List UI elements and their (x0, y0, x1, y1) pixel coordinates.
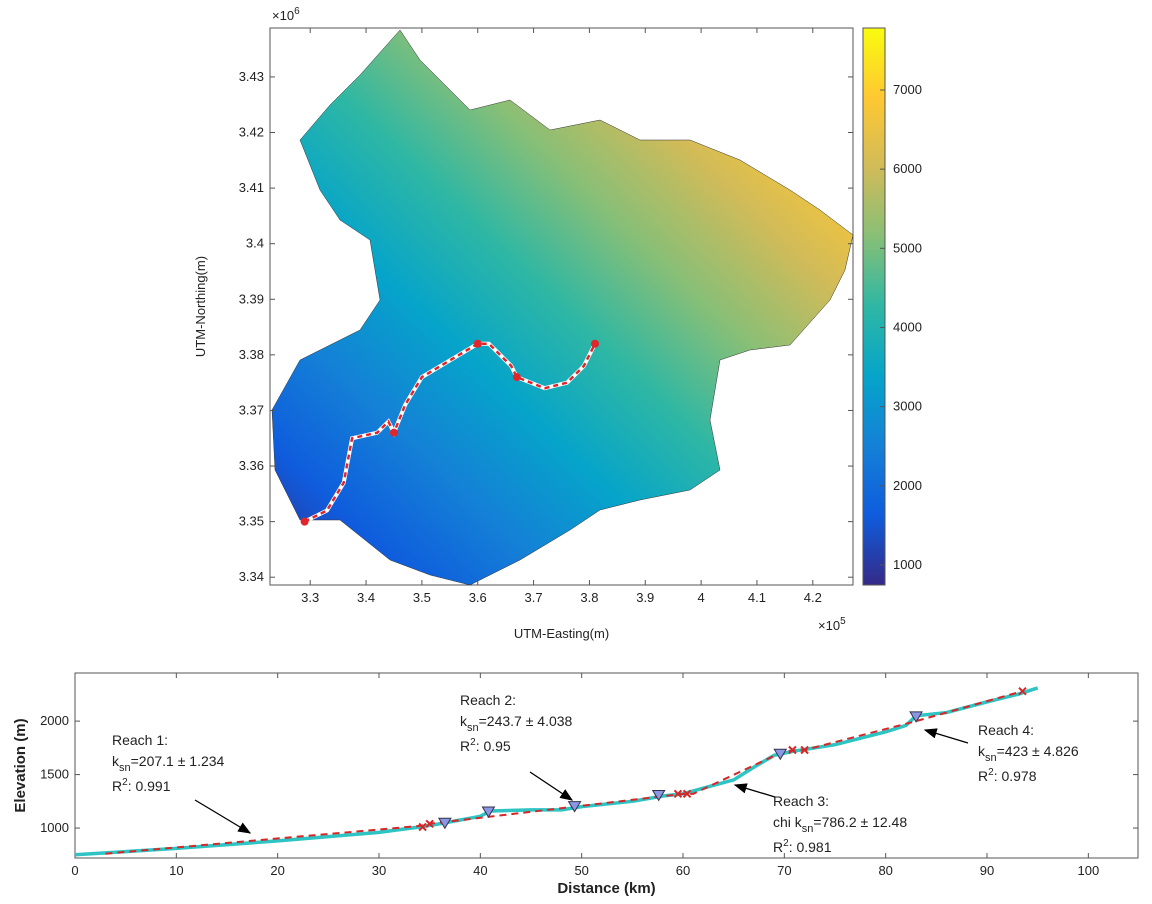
axis-scale-exponent: 5 (840, 616, 846, 627)
annotation-r2: R2: 0.978 (978, 767, 1037, 784)
x-tick-label: 3.6 (469, 590, 487, 605)
x-tick-label: 30 (372, 863, 386, 878)
annotation-title: Reach 2: (460, 692, 516, 708)
y-tick-label: 3.34 (239, 569, 264, 584)
y-tick-label: 1500 (40, 767, 69, 782)
axis-scale-label: ×106 (272, 6, 300, 23)
axis-scale-base: ×10 (272, 8, 294, 23)
y-tick-label: 3.41 (239, 180, 264, 195)
profile-frame (75, 673, 1138, 858)
ksn-value: =207.1 ± 1.234 (131, 753, 225, 769)
y-tick-label: 2000 (40, 713, 69, 728)
r2-value: : 0.981 (789, 839, 832, 855)
y-axis-label: Elevation (m) (12, 718, 29, 812)
r2-prefix: R (978, 768, 988, 784)
ksn-value: =786.2 ± 12.48 (813, 814, 907, 830)
x-tick-label: 4 (697, 590, 704, 605)
x-tick-label: 3.3 (301, 590, 319, 605)
ksn-sub: sn (802, 823, 814, 835)
x-tick-label: 3.8 (580, 590, 598, 605)
x-tick-label: 3.4 (357, 590, 375, 605)
page: 3.3 3.4 3.5 3.6 3.7 3.8 3.9 4 4.1 4.2 3.34 3.35 3.36… (0, 0, 1152, 904)
x-tick-label: 80 (878, 863, 892, 878)
colorbar-tick-label: 4000 (893, 319, 922, 334)
annotation-title: Reach 3: (773, 793, 829, 809)
r2-value: : 0.95 (476, 738, 511, 754)
ksn-prefix: chi k (773, 814, 803, 830)
annotation-title: Reach 4: (978, 722, 1034, 738)
x-tick-label: 10 (169, 863, 183, 878)
river-marker (474, 340, 482, 348)
y-tick-label: 1000 (40, 820, 69, 835)
r2-prefix: R (773, 839, 783, 855)
y-tick-label: 3.43 (239, 69, 264, 84)
x-tick-label: 4.2 (804, 590, 822, 605)
y-tick-label: 3.38 (239, 347, 264, 362)
colorbar (863, 28, 885, 585)
annotation-r2: R2: 0.95 (460, 737, 511, 754)
ksn-value: =243.7 ± 4.038 (479, 713, 573, 729)
axis-scale-exponent: 6 (294, 6, 300, 17)
y-tick-label: 3.39 (239, 291, 264, 306)
colorbar-tick-label: 6000 (893, 161, 922, 176)
r2-prefix: R (460, 738, 470, 754)
x-axis-label: Distance (km) (557, 880, 655, 897)
x-axis-label: UTM-Easting(m) (514, 626, 609, 641)
axis-scale-label: ×105 (818, 616, 846, 633)
x-tick-label: 20 (270, 863, 284, 878)
colorbar-tick-label: 5000 (893, 240, 922, 255)
river-marker (591, 340, 599, 348)
x-tick-label: 4.1 (748, 590, 766, 605)
figure: 3.3 3.4 3.5 3.6 3.7 3.8 3.9 4 4.1 4.2 3.34 3.35 3.36… (0, 0, 1152, 904)
axis-scale-base: ×10 (818, 618, 840, 633)
river-marker (513, 373, 521, 381)
x-tick-label: 40 (473, 863, 487, 878)
colorbar-tick-label: 3000 (893, 399, 922, 414)
r2-value: : 0.978 (994, 768, 1037, 784)
x-tick-label: 0 (71, 863, 78, 878)
y-tick-label: 3.36 (239, 458, 264, 473)
x-tick-label: 70 (777, 863, 791, 878)
annotation-r2: R2: 0.991 (112, 777, 171, 794)
colorbar-tick-label: 7000 (893, 82, 922, 97)
ksn-value: =423 ± 4.826 (997, 743, 1079, 759)
river-marker (301, 518, 309, 526)
ksn-sub: sn (467, 722, 479, 734)
x-tick-label: 3.5 (413, 590, 431, 605)
ksn-sub: sn (119, 762, 131, 774)
x-tick-label: 90 (980, 863, 994, 878)
annotation-title: Reach 1: (112, 732, 168, 748)
y-tick-label: 3.35 (239, 514, 264, 529)
ksn-sub: sn (985, 752, 997, 764)
colorbar-tick-label: 2000 (893, 478, 922, 493)
x-tick-label: 3.7 (525, 590, 543, 605)
y-tick-label: 3.4 (246, 236, 264, 251)
x-tick-label: 60 (676, 863, 690, 878)
r2-value: : 0.991 (128, 778, 171, 794)
colorbar-tick-label: 1000 (893, 557, 922, 572)
y-axis-label: UTM-Northing(m) (193, 256, 208, 357)
y-tick-label: 3.42 (239, 125, 264, 140)
river-marker (390, 429, 398, 437)
r2-prefix: R (112, 778, 122, 794)
x-tick-label: 3.9 (636, 590, 654, 605)
y-tick-label: 3.37 (239, 402, 264, 417)
x-tick-label: 50 (574, 863, 588, 878)
annotation-r2: R2: 0.981 (773, 838, 832, 855)
x-tick-label: 100 (1077, 863, 1099, 878)
